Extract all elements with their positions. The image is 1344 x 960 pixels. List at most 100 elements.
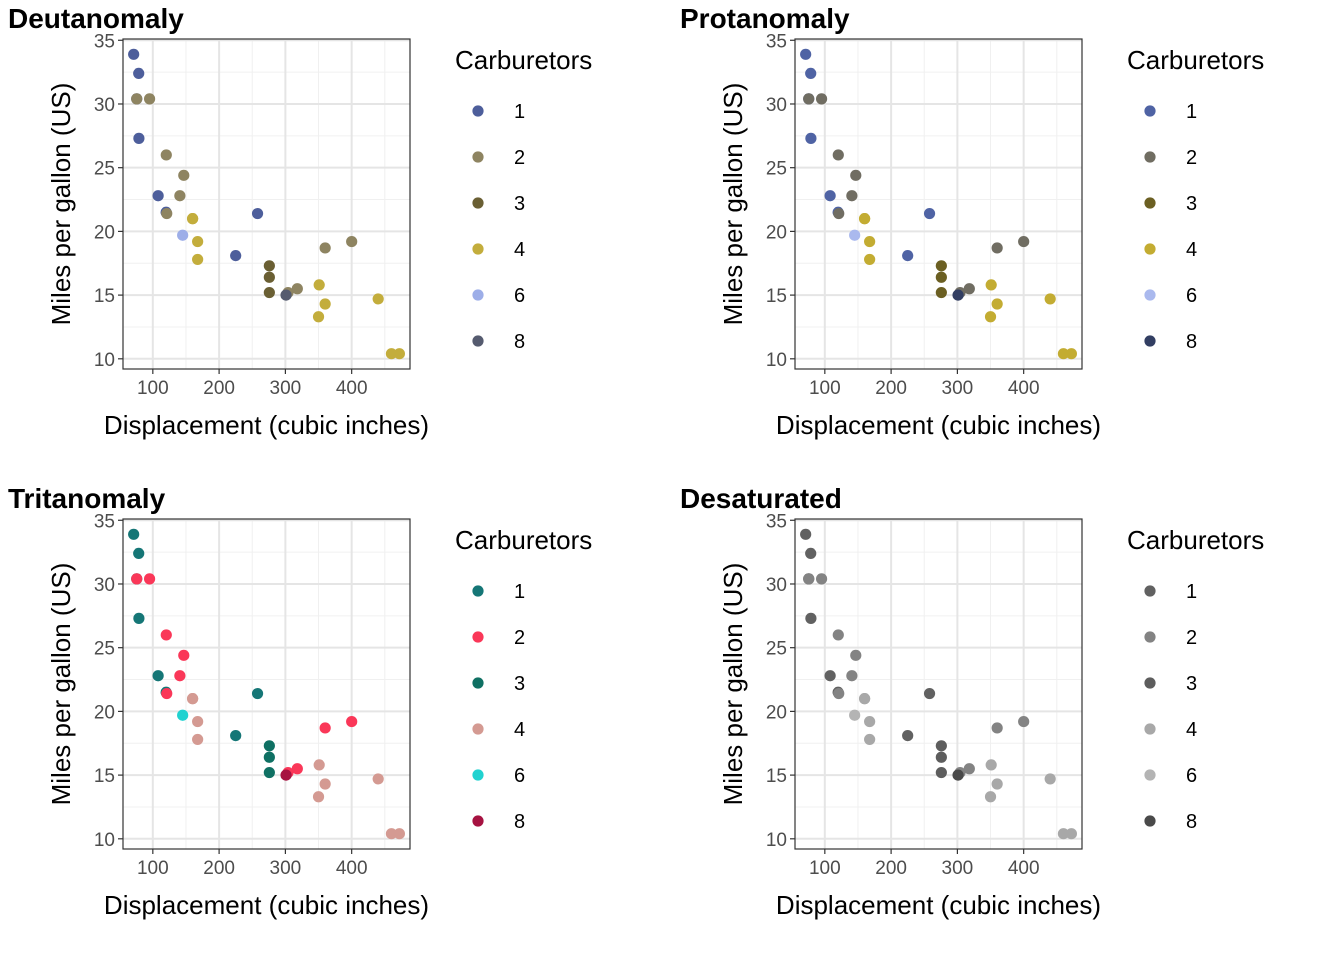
y-tick-label: 30 xyxy=(766,95,787,116)
y-tick-label: 25 xyxy=(766,159,787,180)
data-point xyxy=(1044,773,1056,785)
data-point xyxy=(161,207,173,220)
y-tick-label: 20 xyxy=(94,222,115,243)
y-tick-label: 20 xyxy=(766,702,787,723)
y-tick-label: 20 xyxy=(94,702,115,723)
y-tick-label: 10 xyxy=(94,830,115,851)
legend-title: Carburetors xyxy=(455,45,592,75)
data-point xyxy=(846,670,858,682)
data-point xyxy=(952,769,964,781)
data-point xyxy=(1057,828,1070,840)
panel-title: Tritanomaly xyxy=(8,483,166,514)
data-point xyxy=(291,283,303,295)
data-point xyxy=(864,253,876,266)
legend-label: 6 xyxy=(514,765,525,787)
panel-title: Desaturated xyxy=(680,483,842,514)
data-point xyxy=(1018,715,1030,728)
data-point xyxy=(991,722,1003,734)
legend-key xyxy=(472,815,484,827)
data-point xyxy=(923,207,936,220)
legend-key xyxy=(472,631,484,643)
legend-key xyxy=(472,677,484,689)
x-tick-label: 200 xyxy=(875,858,907,879)
data-point xyxy=(849,229,861,241)
x-tick-label: 100 xyxy=(137,858,169,879)
data-point xyxy=(133,547,145,560)
data-point xyxy=(858,693,871,705)
data-point xyxy=(849,709,861,721)
y-tick-label: 30 xyxy=(766,575,787,596)
data-point xyxy=(251,207,264,220)
y-tick-label: 20 xyxy=(766,222,787,243)
data-point xyxy=(131,93,143,105)
y-tick-label: 10 xyxy=(94,350,115,371)
data-point xyxy=(177,709,189,721)
data-point xyxy=(833,207,845,220)
data-point xyxy=(313,759,325,771)
data-point xyxy=(312,791,325,803)
data-point xyxy=(1018,235,1030,248)
data-point xyxy=(263,286,275,299)
panel-border xyxy=(794,518,1083,850)
y-tick-label: 30 xyxy=(94,95,115,116)
data-point xyxy=(319,722,331,734)
data-point xyxy=(174,670,186,682)
x-tick-label: 100 xyxy=(809,378,841,399)
chart-panel-1: Deutanomaly 100 200 300 400 10 15 20 25 30 35 Displ… xyxy=(8,3,592,440)
data-point xyxy=(230,730,242,742)
data-point xyxy=(192,235,204,248)
data-point xyxy=(1044,293,1056,305)
legend-key xyxy=(472,769,484,781)
y-tick-label: 15 xyxy=(766,766,787,787)
panel-title: Deutanomaly xyxy=(8,3,184,34)
data-point xyxy=(858,213,871,225)
data-point xyxy=(1065,828,1077,840)
data-point xyxy=(902,730,914,742)
data-point xyxy=(312,311,325,323)
x-tick-label: 200 xyxy=(875,378,907,399)
data-point xyxy=(143,93,156,105)
legend-label: 2 xyxy=(1186,147,1197,169)
data-point xyxy=(846,190,858,202)
legend-label: 3 xyxy=(1186,193,1197,215)
data-point xyxy=(850,649,862,661)
legend-title: Carburetors xyxy=(1127,45,1264,75)
data-point xyxy=(824,670,836,682)
y-tick-label: 25 xyxy=(94,639,115,660)
data-point xyxy=(174,190,186,202)
y-tick-label: 35 xyxy=(94,31,115,52)
data-point xyxy=(815,93,828,105)
data-point xyxy=(393,348,405,360)
data-point xyxy=(1057,348,1070,360)
data-point xyxy=(291,763,303,775)
data-point xyxy=(192,253,204,266)
data-point xyxy=(152,670,164,682)
data-point xyxy=(952,289,964,301)
data-point xyxy=(133,132,145,144)
legend-key xyxy=(1144,585,1156,597)
legend-label: 4 xyxy=(514,719,525,741)
legend-key xyxy=(1144,677,1156,689)
panel-title: Protanomaly xyxy=(680,3,850,34)
y-tick-label: 35 xyxy=(94,511,115,532)
data-point xyxy=(832,629,844,641)
legend-title: Carburetors xyxy=(455,525,592,555)
data-point xyxy=(864,715,876,728)
legend-key xyxy=(472,723,484,735)
x-tick-label: 100 xyxy=(137,378,169,399)
data-point xyxy=(263,766,275,779)
data-point xyxy=(263,271,275,283)
data-point xyxy=(805,132,817,144)
y-tick-label: 25 xyxy=(94,159,115,180)
y-tick-label: 15 xyxy=(94,766,115,787)
legend-label: 1 xyxy=(514,101,525,123)
legend-label: 2 xyxy=(1186,627,1197,649)
legend-label: 2 xyxy=(514,147,525,169)
x-tick-label: 200 xyxy=(203,858,235,879)
legend-key xyxy=(1144,289,1156,301)
data-point xyxy=(152,190,164,202)
data-point xyxy=(178,169,190,181)
data-point xyxy=(850,169,862,181)
legend-key xyxy=(1144,723,1156,735)
